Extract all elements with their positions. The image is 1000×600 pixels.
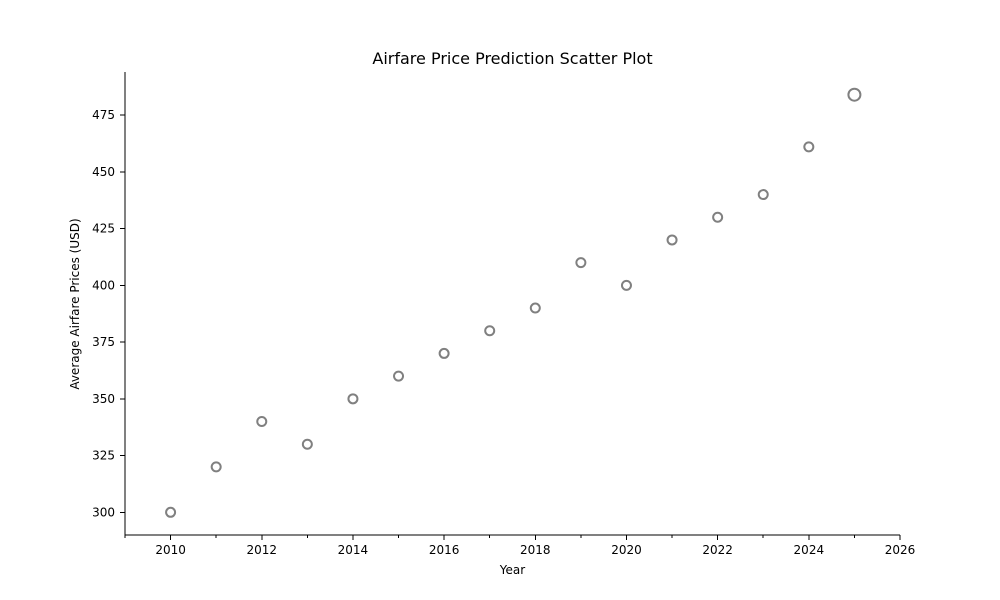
data-point [256, 416, 268, 428]
y-tick-label: 325 [92, 449, 115, 463]
data-point [393, 370, 405, 382]
data-point [620, 279, 632, 291]
axes [124, 72, 900, 536]
x-tick-label: 2020 [611, 543, 642, 557]
data-point [757, 189, 769, 201]
x-tick-label: 2010 [155, 543, 186, 557]
x-axis-ticks: 2010 2012 2014 2016 2018 2020 2022 2024 2026 [124, 535, 916, 557]
x-tick-label: 2014 [338, 543, 369, 557]
x-tick-label: 2016 [429, 543, 460, 557]
data-point [803, 141, 815, 153]
y-tick-label: 375 [92, 335, 115, 349]
data-point [575, 257, 587, 269]
y-tick-label: 400 [92, 278, 115, 292]
chart-title: Airfare Price Prediction Scatter Plot [372, 49, 652, 68]
scatter-points [165, 87, 862, 518]
data-point [165, 506, 177, 518]
data-point [666, 234, 678, 246]
x-tick-label: 2022 [702, 543, 733, 557]
data-point [529, 302, 541, 314]
data-point [301, 438, 313, 450]
data-point [484, 325, 496, 337]
data-point [210, 461, 222, 473]
data-point [438, 347, 450, 359]
x-axis-label: Year [499, 563, 525, 577]
y-tick-label: 475 [92, 108, 115, 122]
data-point [347, 393, 359, 405]
x-tick-label: 2018 [520, 543, 551, 557]
y-tick-label: 350 [92, 392, 115, 406]
y-tick-label: 300 [92, 505, 115, 519]
y-tick-label: 450 [92, 165, 115, 179]
y-axis-label: Average Airfare Prices (USD) [68, 218, 82, 389]
x-tick-label: 2026 [885, 543, 916, 557]
x-tick-label: 2012 [246, 543, 277, 557]
data-point [712, 211, 724, 223]
y-axis-ticks: 300 325 350 375 400 425 450 475 [92, 108, 125, 519]
x-tick-label: 2024 [794, 543, 825, 557]
highlighted-data-point [847, 87, 862, 102]
y-tick-label: 425 [92, 222, 115, 236]
